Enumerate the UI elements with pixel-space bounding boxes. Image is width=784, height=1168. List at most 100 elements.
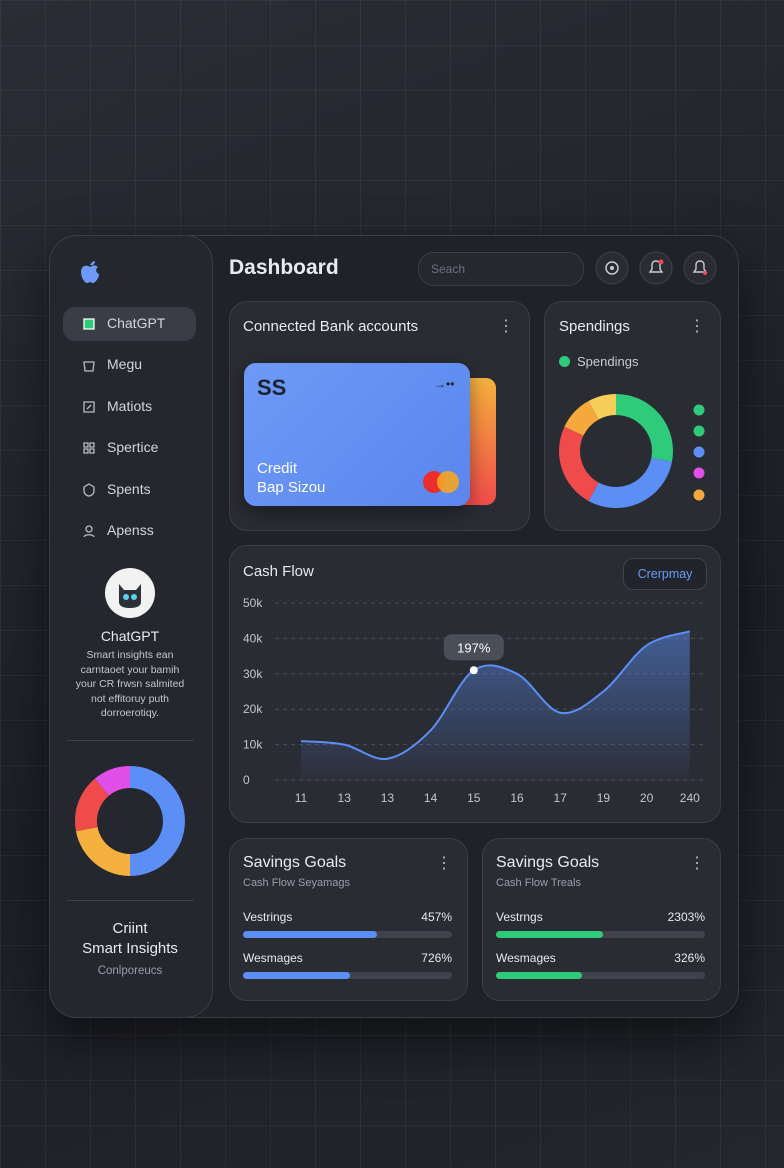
nav-item[interactable]: Spents [107, 480, 151, 497]
card-logo: SS [257, 375, 287, 400]
footer-subtitle: Smart Insights [82, 940, 178, 957]
avatar [105, 568, 155, 618]
progress-track [243, 931, 452, 938]
period-button[interactable]: Crerpmay [623, 558, 707, 590]
sidebar [49, 235, 213, 1018]
x-tick-label: 20 [640, 791, 654, 805]
menu-button[interactable]: ⋮ [689, 318, 705, 335]
progress-track [496, 931, 705, 938]
goal-label: Vestrings [243, 910, 293, 924]
x-tick-label: 17 [554, 791, 568, 805]
menu-button[interactable]: ⋮ [689, 855, 705, 872]
card-chip: →•• [434, 377, 455, 391]
progress-track [496, 972, 705, 979]
nav-icon-shape [83, 442, 95, 454]
nav-icon [83, 401, 95, 413]
legend-swatch [559, 356, 570, 367]
card-line1: Credit [257, 460, 298, 477]
avatar-icon [119, 584, 141, 608]
donut-segment [75, 778, 109, 832]
nav-icon-shape [83, 401, 95, 413]
x-tick-label: 16 [510, 791, 524, 805]
legend-dots [693, 404, 705, 501]
card-line2: Bap Sizou [257, 479, 326, 496]
savings-title: Savings Goals [496, 854, 600, 871]
y-tick-label: 0 [243, 773, 250, 787]
progress-fill [496, 931, 603, 938]
divider [67, 740, 194, 741]
nav-item[interactable]: Megu [107, 356, 143, 373]
y-tick-label: 30k [243, 667, 263, 681]
search-box[interactable]: Seach [418, 252, 584, 286]
nav-icon [83, 361, 95, 373]
apple-logo [81, 261, 99, 283]
nav-item[interactable]: Spertice [107, 439, 159, 456]
donut-segment [130, 766, 185, 876]
settings-button[interactable] [595, 251, 629, 285]
highlight-point [469, 666, 478, 675]
spendings-title: Spendings [559, 318, 630, 335]
alerts-button[interactable] [683, 251, 717, 285]
tooltip-bg [443, 634, 504, 661]
progress-fill [243, 931, 377, 938]
donut-segment [564, 401, 599, 436]
y-tick-label: 20k [243, 702, 263, 716]
x-tick-label: 14 [424, 791, 438, 805]
y-tick-label: 40k [243, 631, 263, 645]
spendings-donut [559, 394, 673, 508]
divider [67, 900, 194, 901]
donut-segment [588, 457, 672, 508]
menu-button[interactable]: ⋮ [436, 855, 452, 872]
nav-icon [83, 482, 95, 497]
donut-segment [559, 426, 599, 501]
footer-title: Criint [112, 920, 148, 937]
donut-segment [75, 827, 130, 876]
search-placeholder: Seach [431, 262, 466, 276]
nav-item[interactable]: Matiots [107, 397, 153, 414]
footer-link[interactable]: Conlporeucs [97, 965, 163, 977]
x-tick-label: 19 [597, 791, 611, 805]
x-tick-label: 13 [338, 791, 352, 805]
nav-icon-shape [83, 525, 95, 538]
tooltip-text: 197% [457, 640, 491, 655]
notification-button[interactable] [639, 251, 673, 285]
savings-subtitle: Cash Flow Treals [496, 877, 581, 889]
profile-name: ChatGPT [100, 628, 160, 644]
y-tick-label: 10k [243, 738, 263, 752]
mastercard [423, 471, 459, 493]
x-tick-label: 11 [295, 791, 308, 805]
goal-value: 2303% [667, 910, 705, 924]
area [301, 631, 690, 780]
donut-segment [94, 766, 130, 796]
goal-label: Wesmages [496, 951, 556, 965]
progress-track [243, 972, 452, 979]
legend-label: Spendings [577, 354, 639, 369]
nav-icon-shape [83, 482, 95, 497]
progress-fill [243, 972, 350, 979]
nav-icon-shape [83, 361, 95, 373]
menu-button[interactable]: ⋮ [498, 318, 514, 335]
progress-fill [496, 972, 582, 979]
y-tick-label: 50k [243, 596, 263, 610]
x-tick-label: 240 [680, 791, 700, 805]
x-tick-label: 15 [467, 791, 481, 805]
nav-item[interactable]: Apenss [107, 522, 154, 538]
sidebar-donut [75, 766, 185, 876]
line [300, 630, 691, 760]
nav-icon [83, 525, 95, 538]
credit-card[interactable]: SS →•• Credit Bap Sizou [244, 363, 470, 506]
goal-value: 726% [421, 951, 452, 965]
donut-segment [616, 394, 673, 462]
page-title: Dashboard [229, 256, 339, 279]
donut-segment [588, 394, 616, 420]
goal-value: 326% [674, 951, 705, 965]
savings-subtitle: Cash Flow Seyamags [243, 877, 350, 889]
goal-label: Wesmages [243, 951, 303, 965]
accounts-title: Connected Bank accounts [243, 318, 419, 335]
x-tick-label: 13 [381, 791, 395, 805]
goal-label: Vestrngs [496, 910, 543, 924]
nav-item[interactable]: ChatGPT [107, 315, 166, 331]
savings-title: Savings Goals [243, 854, 347, 871]
goal-value: 457% [421, 910, 452, 924]
